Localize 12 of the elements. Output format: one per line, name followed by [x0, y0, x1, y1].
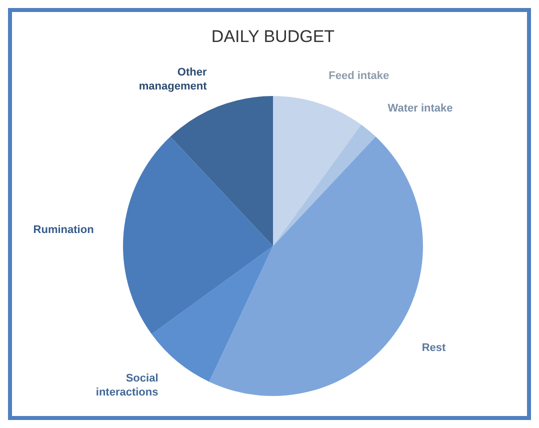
pie-slice — [273, 124, 376, 246]
pie-slice — [170, 96, 273, 246]
pie-slice — [209, 136, 423, 396]
slice-label: Rest — [422, 342, 446, 354]
slice-label: Other management — [138, 66, 208, 93]
pie-slice — [273, 96, 362, 246]
slice-label: Water intake — [388, 102, 453, 114]
slice-label: Social interactions — [96, 372, 158, 399]
slice-label: Feed intake — [328, 70, 390, 82]
slice-label: Rumination — [33, 224, 94, 236]
pie-slice — [123, 136, 273, 334]
chart-title: DAILY BUDGET — [211, 27, 335, 46]
